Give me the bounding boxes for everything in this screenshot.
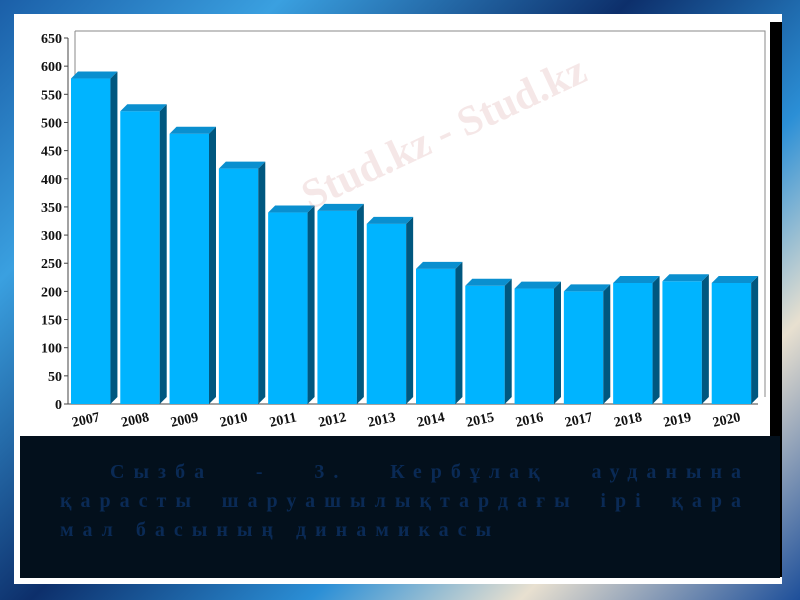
x-tick-label: 2010 [219,410,250,430]
bar-front-2009 [169,133,209,404]
bar-side-2011 [307,205,315,404]
bar-front-2012 [317,210,357,404]
bar-side-2016 [554,281,561,404]
y-tick-label: 600 [41,60,62,75]
bar-side-2007 [110,71,118,404]
y-tick-label: 450 [41,145,62,160]
bar-front-2018 [613,282,653,404]
bar-side-2020 [751,275,759,404]
y-tick-label: 50 [48,370,62,385]
bar-side-2018 [652,275,660,404]
bar-front-2014 [416,268,456,404]
y-tick-label: 150 [41,314,62,329]
bar-top-2007 [71,71,118,79]
x-tick-label: 2017 [564,410,595,430]
bar-chart: 0 50 100 150 200 250 300 350 400 450 500 550 600 650 2… [20,20,770,435]
watermark-text: Stud.kz - Stud.kz [295,47,594,219]
y-tick-label: 500 [41,116,62,131]
y-tick-label: 650 [41,32,62,47]
y-tick-label: 350 [41,201,62,216]
bar-front-2007 [71,78,111,404]
x-tick-label: 2020 [711,410,742,430]
bar-top-2008 [120,104,167,112]
bar-top-2010 [218,161,266,169]
bar-top-2016 [514,281,561,289]
x-tick-label: 2014 [416,410,447,430]
x-tick-label: 2015 [465,410,496,430]
x-tick-label: 2009 [169,410,200,430]
bar-top-2013 [366,216,414,224]
bar-front-2010 [218,168,259,404]
y-tick-label: 300 [41,229,62,244]
y-tick-label: 250 [41,257,62,272]
y-tick-label: 0 [55,398,62,413]
bar-side-2017 [603,284,611,404]
bar-top-2009 [169,126,216,134]
y-tick-label: 100 [41,342,62,357]
bar-top-2011 [268,205,315,213]
bar-top-2014 [416,261,463,269]
bar-side-2009 [209,126,216,404]
bar-front-2015 [465,285,505,404]
caption-box: Сызба - 3. Кербұлақ ауданына қарасты шар… [20,436,780,578]
x-tick-label: 2019 [662,410,693,430]
y-tick-label: 200 [41,285,62,300]
bar-top-2020 [711,275,759,283]
x-tick-label: 2016 [514,410,545,430]
y-tick-label: 550 [41,88,62,103]
bar-top-2012 [317,203,364,211]
bar-side-2013 [406,216,414,404]
bar-front-2016 [514,288,554,404]
bar-top-2019 [662,274,709,282]
bar-top-2015 [465,278,512,286]
x-tick-label: 2018 [613,410,644,430]
bar-top-2018 [613,275,660,283]
bar-side-2014 [455,261,463,404]
y-tick-label: 400 [41,173,62,188]
chart-svg: 0 50 100 150 200 250 300 350 400 450 500 550 600 650 2… [41,30,766,431]
bar-side-2010 [258,161,266,404]
bar-side-2012 [356,203,364,404]
bar-front-2019 [662,281,702,404]
plot-frame [75,30,766,397]
bar-side-2008 [159,104,167,404]
bar-front-2017 [563,291,604,404]
x-tick-label: 2012 [317,410,348,430]
x-tick-label: 2008 [120,410,151,430]
figure-caption: Сызба - 3. Кербұлақ ауданына қарасты шар… [60,461,750,541]
x-tick-label: 2011 [268,410,298,430]
x-tick-label: 2007 [71,410,102,430]
bar-front-2013 [366,223,407,404]
x-tick-label: 2013 [366,410,397,430]
bar-front-2020 [711,282,752,404]
bar-front-2011 [268,212,308,404]
bar-side-2019 [701,274,709,404]
bar-front-2008 [120,111,160,404]
bar-side-2015 [504,278,512,404]
bar-top-2017 [563,284,611,292]
